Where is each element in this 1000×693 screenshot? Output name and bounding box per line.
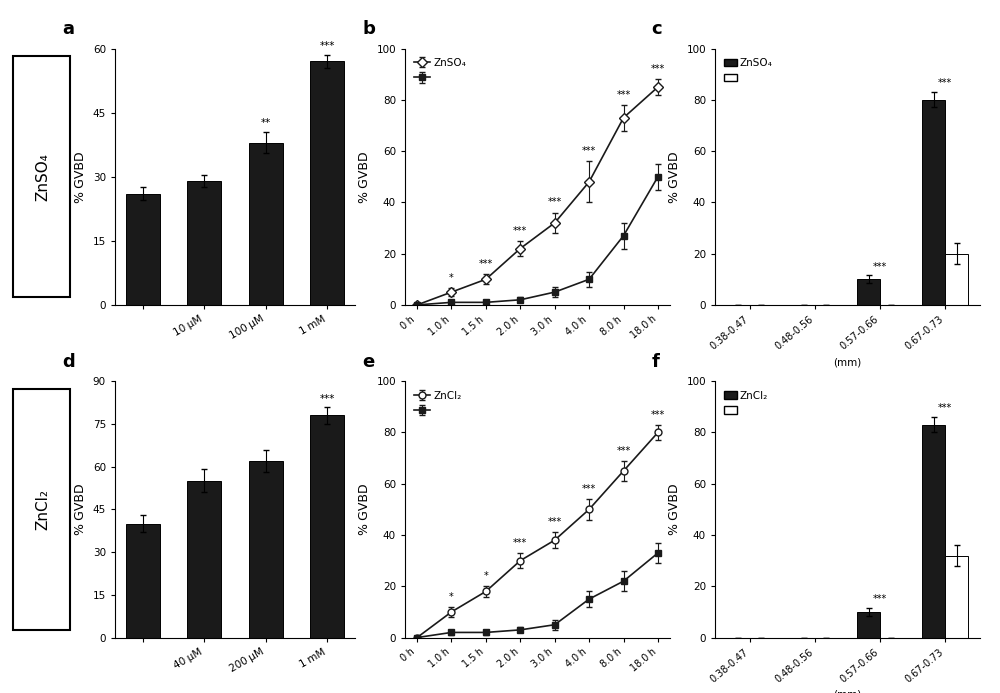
Legend: ZnCl₂, 对照: ZnCl₂, 对照 bbox=[720, 387, 772, 420]
Legend: ZnSO₄, 对照: ZnSO₄, 对照 bbox=[720, 54, 777, 87]
Text: ***: *** bbox=[651, 410, 665, 419]
Text: b: b bbox=[363, 20, 375, 38]
Text: e: e bbox=[363, 353, 375, 371]
Text: *: * bbox=[484, 571, 488, 581]
Text: ***: *** bbox=[320, 41, 335, 51]
Text: a: a bbox=[62, 20, 74, 38]
Text: c: c bbox=[651, 20, 662, 38]
Text: ***: *** bbox=[548, 517, 562, 527]
Text: ***: *** bbox=[582, 484, 596, 494]
Text: ***: *** bbox=[582, 146, 596, 156]
Y-axis label: % GVBD: % GVBD bbox=[668, 484, 681, 535]
Text: ***: *** bbox=[873, 261, 887, 272]
Text: ***: *** bbox=[938, 403, 952, 413]
Bar bbox=[857, 612, 880, 638]
Text: **: ** bbox=[261, 118, 271, 128]
Y-axis label: % GVBD: % GVBD bbox=[358, 484, 371, 535]
Bar bbox=[187, 481, 221, 638]
Bar bbox=[922, 100, 945, 305]
Bar bbox=[310, 415, 344, 638]
Text: ***: *** bbox=[548, 198, 562, 207]
Y-axis label: % GVBD: % GVBD bbox=[74, 151, 87, 202]
Bar bbox=[249, 143, 283, 305]
Text: ZnSO₄: ZnSO₄ bbox=[35, 152, 50, 201]
Text: ***: *** bbox=[320, 394, 335, 404]
Text: ***: *** bbox=[616, 90, 631, 100]
Text: ***: *** bbox=[938, 78, 952, 88]
Bar bbox=[945, 254, 968, 305]
Bar bbox=[857, 279, 880, 305]
Y-axis label: % GVBD: % GVBD bbox=[668, 151, 681, 202]
Text: ***: *** bbox=[616, 446, 631, 455]
Text: f: f bbox=[651, 353, 659, 371]
Bar bbox=[13, 56, 70, 297]
Text: d: d bbox=[62, 353, 75, 371]
Bar bbox=[249, 461, 283, 638]
Text: *: * bbox=[449, 273, 454, 283]
Bar bbox=[945, 556, 968, 638]
Text: ***: *** bbox=[513, 226, 527, 236]
Text: *: * bbox=[449, 592, 454, 602]
Bar bbox=[187, 181, 221, 305]
Text: ***: *** bbox=[873, 594, 887, 604]
Legend: ZnSO₄, 对照: ZnSO₄, 对照 bbox=[410, 54, 470, 87]
Text: ***: *** bbox=[651, 64, 665, 74]
Text: ***: *** bbox=[479, 259, 493, 269]
Y-axis label: % GVBD: % GVBD bbox=[74, 484, 87, 535]
Bar bbox=[13, 389, 70, 630]
Y-axis label: % GVBD: % GVBD bbox=[358, 151, 371, 202]
Bar bbox=[126, 194, 160, 305]
Text: ZnCl₂: ZnCl₂ bbox=[35, 489, 50, 530]
Text: ***: *** bbox=[513, 538, 527, 547]
Legend: ZnCl₂, 对照: ZnCl₂, 对照 bbox=[410, 387, 466, 420]
Bar bbox=[922, 425, 945, 638]
Bar bbox=[310, 62, 344, 305]
Bar bbox=[126, 524, 160, 638]
X-axis label: (mm): (mm) bbox=[833, 690, 862, 693]
X-axis label: (mm): (mm) bbox=[833, 357, 862, 367]
